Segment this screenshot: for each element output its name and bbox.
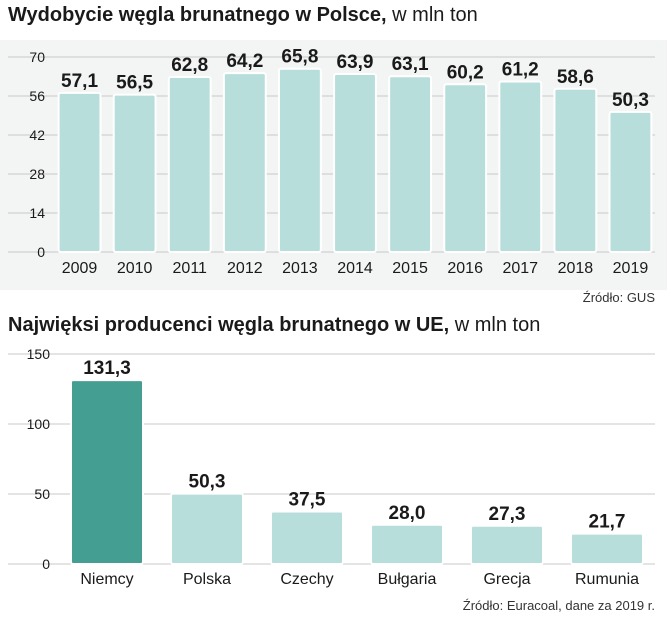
chart1-title-unit: w mln ton — [386, 4, 478, 26]
value-label: 60,2 — [447, 62, 484, 83]
x-tick-label: 2015 — [392, 260, 428, 277]
bar — [443, 83, 488, 253]
y-tick-label: 0 — [42, 556, 50, 572]
x-tick-label: Grecja — [483, 571, 530, 588]
chart2-source: Źródło: Euracoal, dane za 2019 r. — [462, 598, 655, 613]
bar — [498, 80, 543, 254]
bar — [70, 379, 144, 566]
y-tick-label: 56 — [29, 88, 45, 104]
x-tick-label: 2016 — [447, 260, 483, 277]
value-label: 37,5 — [289, 490, 326, 511]
value-label: 21,7 — [589, 512, 626, 533]
x-tick-label: 2011 — [173, 260, 208, 277]
y-tick-label: 70 — [29, 49, 45, 65]
value-label: 62,8 — [171, 55, 208, 76]
chart1-source: Źródło: GUS — [582, 290, 655, 305]
chart1-plot: 0 14 28 42 56 70 57,1 2009 56,5 2010 62,8 2011 64,2 2… — [8, 47, 655, 277]
x-tick-label: Niemcy — [80, 571, 133, 588]
bar — [608, 110, 653, 253]
x-tick-label: 2019 — [613, 260, 649, 277]
bar — [333, 72, 377, 253]
bar — [370, 523, 444, 566]
bar — [270, 510, 344, 565]
x-tick-label: 2018 — [558, 260, 594, 277]
x-tick-label: 2017 — [502, 260, 538, 277]
value-label: 50,3 — [612, 90, 649, 111]
chart2-title-unit: w mln ton — [449, 314, 541, 336]
chart2-title: Najwięksi producenci węgla brunatnego w … — [8, 314, 540, 337]
y-tick-label: 42 — [29, 127, 45, 143]
x-tick-label: Polska — [183, 571, 231, 588]
value-label: 50,3 — [189, 472, 226, 493]
bar — [388, 75, 433, 253]
value-label: 131,3 — [83, 358, 131, 379]
value-label: 61,2 — [502, 60, 539, 81]
y-tick-label: 100 — [27, 416, 51, 432]
x-tick-label: 2009 — [62, 260, 98, 277]
chart1-title-main: Wydobycie węgla brunatnego w Polsce, — [8, 4, 387, 26]
chart1-title: Wydobycie węgla brunatnego w Polsce, w m… — [8, 4, 478, 27]
bar — [570, 532, 644, 565]
value-label: 58,6 — [557, 67, 594, 88]
value-label: 57,1 — [61, 71, 98, 92]
x-tick-label: 2012 — [227, 260, 263, 277]
bar — [553, 87, 598, 253]
y-tick-label: 0 — [37, 244, 45, 260]
bar — [57, 91, 102, 253]
bar — [167, 76, 212, 253]
y-tick-label: 150 — [27, 346, 51, 362]
bar — [112, 93, 157, 253]
value-label: 63,9 — [337, 52, 374, 73]
y-tick-label: 14 — [29, 205, 45, 221]
x-tick-label: 2013 — [282, 260, 318, 277]
value-label: 64,2 — [226, 51, 263, 72]
chart2-plot: 0 50 100 150 131,3 Niemcy 50,3 Polska 37,5 Czechy… — [8, 346, 655, 588]
x-tick-label: 2010 — [117, 260, 153, 277]
x-tick-label: 2014 — [337, 260, 373, 277]
x-tick-label: Czechy — [280, 571, 333, 588]
value-label: 28,0 — [389, 503, 426, 524]
bar — [470, 524, 544, 565]
y-tick-label: 28 — [29, 166, 45, 182]
value-label: 27,3 — [489, 504, 526, 525]
value-label: 65,8 — [281, 47, 318, 68]
bar — [277, 67, 322, 254]
x-tick-label: Bułgaria — [378, 571, 437, 588]
bar — [222, 72, 267, 253]
value-label: 56,5 — [116, 73, 153, 94]
bar — [170, 492, 244, 565]
x-tick-label: Rumunia — [575, 571, 639, 588]
y-tick-label: 50 — [34, 486, 50, 502]
chart2-title-main: Najwięksi producenci węgla brunatnego w … — [8, 314, 450, 336]
value-label: 63,1 — [392, 54, 429, 75]
